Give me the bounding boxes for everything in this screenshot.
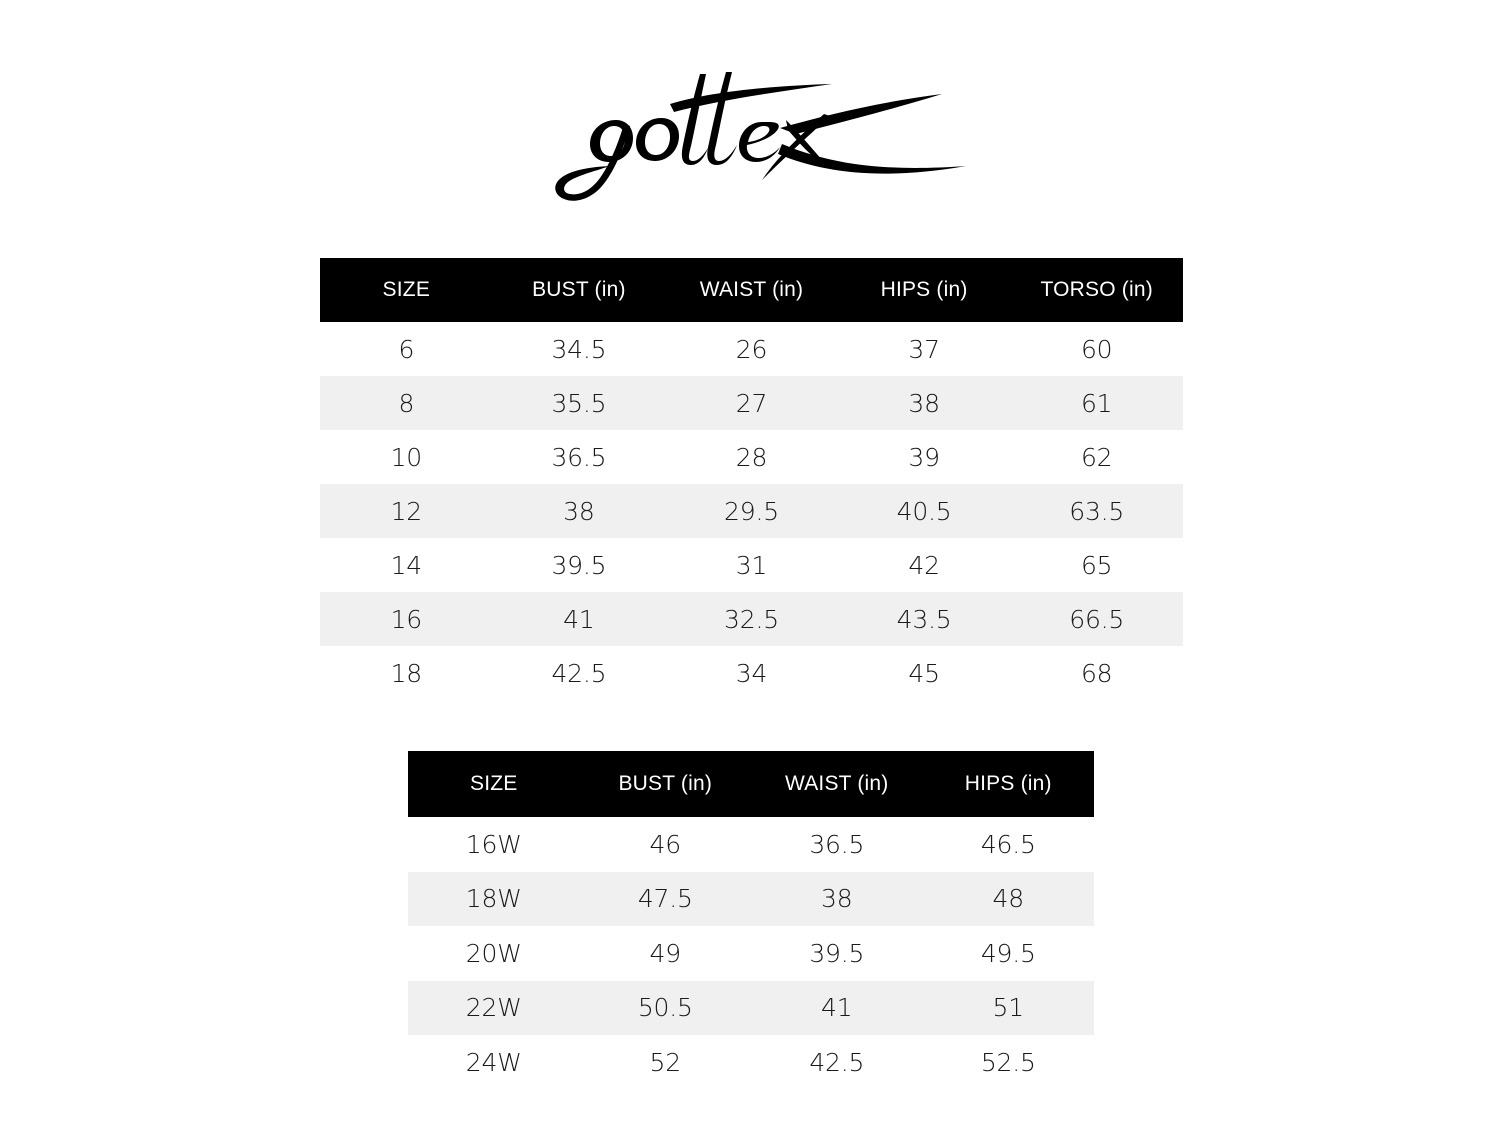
column-header-waist: WAIST (in) (784, 772, 889, 795)
cell-hips: 39 (908, 442, 940, 472)
cell-torso: 60 (1080, 334, 1113, 364)
cell-hips: 52.5 (980, 1047, 1036, 1077)
cell-size: 18W (465, 884, 522, 914)
cell-waist: 26 (735, 334, 768, 364)
table-header-row: SIZE BUST (in) WAIST (in) HIPS (in) (408, 751, 1094, 817)
cell-hips: 43.5 (896, 604, 952, 634)
gottex-logo (555, 72, 966, 201)
cell-size: 8 (398, 388, 415, 418)
standard-size-chart: SIZE BUST (in) WAIST (in) HIPS (in) TORS… (320, 258, 1183, 700)
cell-bust: 38 (563, 496, 595, 526)
cell-hips: 38 (908, 388, 940, 418)
table-row: 12 38 29.5 40.5 63.5 (320, 484, 1183, 538)
cell-waist: 28 (735, 442, 768, 472)
table-row: 16 41 32.5 43.5 66.5 (320, 592, 1183, 646)
cell-hips: 51 (992, 993, 1025, 1023)
table-row: 6 34.5 26 37 60 (320, 322, 1183, 376)
cell-torso: 62 (1080, 442, 1113, 472)
plus-size-chart-header: SIZE BUST (in) WAIST (in) HIPS (in) (408, 751, 1094, 817)
cell-size: 16 (390, 604, 423, 634)
standard-size-chart-body: 6 34.5 26 37 60 8 35.5 27 38 61 10 36.5 … (320, 322, 1183, 700)
cell-bust: 36.5 (551, 442, 607, 472)
cell-bust: 34.5 (551, 334, 607, 364)
cell-hips: 45 (908, 658, 940, 688)
cell-size: 18 (390, 658, 423, 688)
column-header-hips: HIPS (in) (880, 278, 968, 301)
cell-torso: 66.5 (1069, 604, 1125, 634)
cell-size: 20W (465, 938, 522, 968)
cell-torso: 68 (1080, 658, 1113, 688)
cell-bust: 47.5 (637, 884, 693, 914)
cell-bust: 41 (563, 604, 595, 634)
cell-waist: 31 (735, 550, 768, 580)
column-header-waist: WAIST (in) (699, 278, 804, 301)
cell-hips: 48 (992, 884, 1025, 914)
cell-bust: 46 (649, 829, 682, 859)
cell-hips: 49.5 (980, 938, 1036, 968)
cell-hips: 37 (908, 334, 940, 364)
cell-hips: 42 (908, 550, 940, 580)
cell-bust: 42.5 (551, 658, 607, 688)
cell-hips: 40.5 (896, 496, 952, 526)
cell-bust: 39.5 (551, 550, 607, 580)
table-row: 24W 52 42.5 52.5 (408, 1035, 1094, 1090)
plus-size-chart-body: 16W 46 36.5 46.5 18W 47.5 38 48 20W 49 3… (408, 817, 1094, 1090)
table-row: 22W 50.5 41 51 (408, 980, 1094, 1035)
column-header-torso: TORSO (in) (1040, 278, 1153, 301)
table-row: 20W 49 39.5 49.5 (408, 926, 1094, 981)
cell-torso: 63.5 (1069, 496, 1125, 526)
table-row: 10 36.5 28 39 62 (320, 430, 1183, 484)
cell-waist: 34 (735, 658, 768, 688)
cell-size: 16W (465, 829, 522, 859)
cell-size: 10 (390, 442, 423, 472)
cell-waist: 39.5 (809, 938, 865, 968)
cell-bust: 35.5 (551, 388, 607, 418)
column-header-bust: BUST (in) (532, 278, 626, 301)
column-header-hips: HIPS (in) (964, 772, 1052, 795)
cell-hips: 46.5 (980, 829, 1036, 859)
cell-size: 22W (465, 993, 522, 1023)
cell-waist: 42.5 (809, 1047, 865, 1077)
cell-waist: 38 (821, 884, 853, 914)
table-row: 18 42.5 34 45 68 (320, 646, 1183, 700)
cell-bust: 50.5 (637, 993, 693, 1023)
cell-size: 6 (398, 334, 415, 364)
cell-waist: 41 (821, 993, 853, 1023)
column-header-size: SIZE (382, 278, 431, 301)
standard-size-chart-header: SIZE BUST (in) WAIST (in) HIPS (in) TORS… (320, 258, 1183, 322)
column-header-size: SIZE (470, 772, 518, 795)
cell-torso: 65 (1080, 550, 1113, 580)
brand-logo-container (0, 58, 1500, 218)
cell-size: 14 (390, 550, 423, 580)
cell-waist: 32.5 (724, 604, 779, 634)
cell-waist: 29.5 (724, 496, 779, 526)
cell-bust: 49 (649, 938, 682, 968)
table-header-row: SIZE BUST (in) WAIST (in) HIPS (in) TORS… (320, 258, 1183, 322)
table-row: 16W 46 36.5 46.5 (408, 817, 1094, 872)
cell-waist: 36.5 (809, 829, 865, 859)
table-row: 18W 47.5 38 48 (408, 871, 1094, 926)
cell-size: 12 (390, 496, 423, 526)
cell-torso: 61 (1080, 388, 1113, 418)
cell-size: 24W (465, 1047, 522, 1077)
cell-waist: 27 (735, 388, 768, 418)
plus-size-chart: SIZE BUST (in) WAIST (in) HIPS (in) 16W … (408, 751, 1094, 1090)
cell-bust: 52 (649, 1047, 682, 1077)
table-row: 8 35.5 27 38 61 (320, 376, 1183, 430)
table-row: 14 39.5 31 42 65 (320, 538, 1183, 592)
column-header-bust: BUST (in) (618, 772, 713, 795)
